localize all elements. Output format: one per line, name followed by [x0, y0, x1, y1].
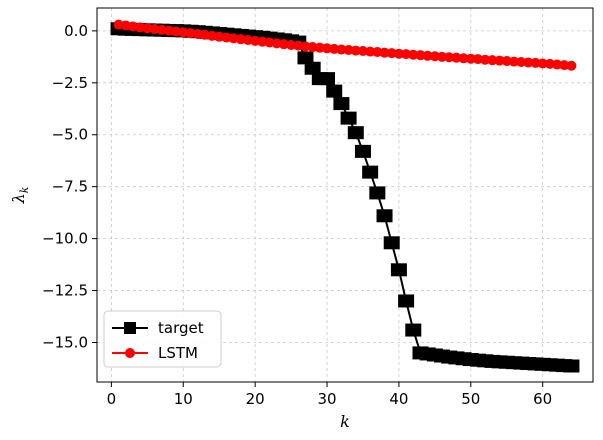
legend-marker-target — [124, 322, 136, 334]
data-point-target — [326, 84, 343, 98]
x-tick-label: 50 — [461, 390, 480, 408]
data-point-lstm — [559, 60, 570, 71]
x-tick-label: 40 — [389, 390, 408, 408]
data-point-lstm — [487, 55, 498, 66]
data-point-target — [304, 61, 321, 75]
y-tick-label: −15.0 — [42, 334, 88, 352]
data-point-lstm — [393, 48, 404, 59]
data-point-lstm — [429, 51, 440, 62]
data-point-lstm — [530, 57, 541, 68]
series-lstm — [113, 19, 577, 71]
x-tick-label: 30 — [317, 390, 336, 408]
x-tick-label: 0 — [107, 390, 117, 408]
data-point-lstm — [552, 59, 563, 70]
data-point-lstm — [472, 54, 483, 65]
data-point-lstm — [566, 60, 577, 71]
data-point-lstm — [386, 48, 397, 59]
data-point-target — [362, 165, 379, 179]
x-tick-label: 60 — [533, 390, 552, 408]
x-tick-label: 20 — [246, 390, 265, 408]
y-axis-ticks: 0.0 −2.5 −5.0 −7.5 −10.0 −12.5 −15.0 — [42, 22, 97, 352]
y-axis-label-subscript: k — [18, 186, 31, 193]
y-tick-label: −12.5 — [42, 282, 88, 300]
data-point-target — [354, 144, 371, 158]
data-point-lstm — [401, 49, 412, 60]
data-point-lstm — [307, 42, 318, 53]
data-point-lstm — [408, 49, 419, 60]
data-point-lstm — [508, 56, 519, 67]
data-point-lstm — [357, 46, 368, 57]
legend: target LSTM — [103, 310, 222, 368]
x-tick-label: 10 — [174, 390, 193, 408]
data-point-lstm — [437, 51, 448, 62]
data-point-lstm — [465, 53, 476, 64]
data-point-lstm — [480, 54, 491, 65]
data-point-lstm — [322, 43, 333, 54]
x-axis-ticks: 0 10 20 30 40 50 60 — [107, 382, 552, 408]
legend-marker-lstm — [125, 348, 135, 358]
data-point-lstm — [494, 55, 505, 66]
data-point-lstm — [501, 55, 512, 66]
data-point-lstm — [537, 58, 548, 69]
data-point-lstm — [415, 50, 426, 61]
data-point-target — [333, 97, 350, 111]
y-axis-label: λk — [9, 186, 31, 204]
data-point-lstm — [350, 45, 361, 56]
legend-label-target: target — [158, 319, 204, 337]
data-point-lstm — [544, 58, 555, 69]
y-tick-label: −7.5 — [52, 178, 88, 196]
data-point-lstm — [314, 42, 325, 53]
y-tick-label: −5.0 — [52, 126, 88, 144]
legend-label-lstm: LSTM — [158, 344, 198, 362]
data-point-target — [383, 236, 400, 250]
data-point-lstm — [336, 44, 347, 55]
data-point-target — [405, 323, 422, 337]
data-point-target — [563, 359, 580, 373]
data-point-target — [297, 51, 314, 65]
data-point-lstm — [516, 57, 527, 68]
data-point-target — [340, 111, 357, 125]
data-point-lstm — [451, 52, 462, 63]
y-tick-label: 0.0 — [64, 22, 88, 40]
data-point-target — [369, 186, 386, 200]
y-axis-label-main: λ — [9, 193, 28, 204]
data-point-lstm — [343, 44, 354, 55]
data-point-target — [390, 263, 407, 277]
y-tick-label: −10.0 — [42, 230, 88, 248]
x-axis-label: k — [340, 412, 350, 431]
data-point-lstm — [286, 39, 297, 50]
data-point-lstm — [458, 53, 469, 64]
series-layer — [110, 19, 580, 373]
data-point-lstm — [365, 46, 376, 57]
data-point-lstm — [372, 47, 383, 58]
data-point-lstm — [523, 57, 534, 68]
data-point-lstm — [300, 41, 311, 52]
plot-frame — [96, 7, 594, 383]
data-point-lstm — [444, 52, 455, 63]
data-point-target — [319, 72, 336, 86]
data-point-lstm — [422, 50, 433, 61]
data-point-target — [376, 209, 393, 223]
data-point-target — [347, 126, 364, 140]
data-point-lstm — [379, 47, 390, 58]
grid-lines — [97, 8, 593, 382]
data-point-target — [398, 294, 415, 308]
data-point-lstm — [329, 43, 340, 54]
y-tick-label: −2.5 — [52, 74, 88, 92]
